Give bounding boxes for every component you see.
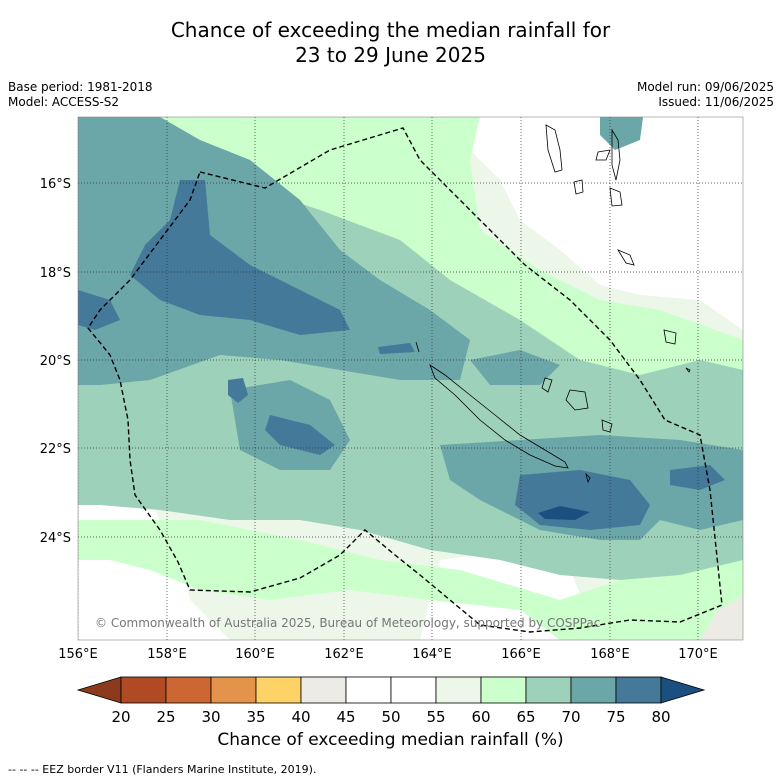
colorbar-segment bbox=[210, 676, 257, 704]
colorbar-tick-label: 55 bbox=[426, 708, 445, 726]
field-75-80-south bbox=[265, 415, 335, 455]
colorbar-segment bbox=[300, 676, 347, 704]
meta-left: Base period: 1981-2018 Model: ACCESS-S2 bbox=[8, 80, 153, 110]
colorbar-tick-label: 70 bbox=[561, 708, 580, 726]
colorbar-tick-label: 25 bbox=[156, 708, 175, 726]
lat-label: 24°S bbox=[40, 531, 71, 546]
title-line-1: Chance of exceeding the median rainfall … bbox=[170, 18, 611, 42]
coastlines bbox=[415, 124, 691, 484]
lon-label: 166°E bbox=[501, 647, 541, 662]
colorbar-tick-label: 20 bbox=[111, 708, 130, 726]
copyright-text: © Commonwealth of Australia 2025, Bureau… bbox=[95, 616, 600, 630]
colorbar-segment bbox=[345, 676, 392, 704]
colorbar-segment bbox=[165, 676, 212, 704]
colorbar-arrow-high bbox=[660, 676, 706, 704]
small-islands bbox=[415, 341, 691, 484]
model-run: Model run: 09/06/2025 bbox=[636, 80, 774, 94]
map-plot: © Commonwealth of Australia 2025, Bureau… bbox=[78, 117, 743, 640]
colorbar-segment bbox=[390, 676, 437, 704]
colorbar-tick-label: 75 bbox=[606, 708, 625, 726]
meta-right: Model run: 09/06/2025 Issued: 11/06/2025 bbox=[637, 80, 774, 110]
field-70-75-mid bbox=[470, 350, 560, 385]
vanuatu-coast bbox=[545, 124, 677, 345]
colorbar-segment bbox=[120, 676, 167, 704]
field-75-80-far-east bbox=[670, 465, 725, 490]
colorbar-segment bbox=[480, 676, 527, 704]
colorbar-segment bbox=[255, 676, 302, 704]
colorbar-tick-label: 65 bbox=[516, 708, 535, 726]
lon-label: 160°E bbox=[235, 647, 275, 662]
loyalty-islands-coast bbox=[541, 377, 613, 433]
lon-label: 168°E bbox=[590, 647, 630, 662]
lon-label: 164°E bbox=[412, 647, 452, 662]
lon-label: 162°E bbox=[324, 647, 364, 662]
field-white-east bbox=[470, 117, 743, 330]
graticule bbox=[78, 117, 743, 640]
issued-date: Issued: 11/06/2025 bbox=[658, 95, 774, 109]
colorbar bbox=[76, 676, 706, 704]
field-75-80 bbox=[130, 180, 350, 335]
colorbar-tick-label: 30 bbox=[201, 708, 220, 726]
field-40-45 bbox=[700, 596, 743, 640]
lat-label: 22°S bbox=[40, 442, 71, 457]
lon-label: 158°E bbox=[147, 647, 187, 662]
lon-labels: 156°E 158°E 160°E 162°E 164°E 166°E 168°… bbox=[58, 647, 718, 662]
colorbar-arrow-low bbox=[76, 676, 122, 704]
lat-label: 16°S bbox=[40, 177, 71, 192]
field-70-75-ne bbox=[600, 117, 643, 150]
lat-label: 18°S bbox=[40, 266, 71, 281]
map-title: Chance of exceeding the median rainfall … bbox=[0, 18, 781, 68]
eez-footnote: -- -- -- EEZ border V11 (Flanders Marine… bbox=[8, 763, 317, 776]
colorbar-tick-label: 60 bbox=[471, 708, 490, 726]
colorbar-segment bbox=[435, 676, 482, 704]
colorbar-tick-label: 45 bbox=[336, 708, 355, 726]
lon-label: 156°E bbox=[58, 647, 98, 662]
map-frame bbox=[77, 116, 744, 641]
eez-border bbox=[87, 127, 723, 633]
lon-label: 170°E bbox=[678, 647, 718, 662]
field-green-south bbox=[78, 520, 743, 640]
new-caledonia-coast bbox=[429, 363, 569, 469]
colorbar-segment bbox=[570, 676, 617, 704]
base-period: Base period: 1981-2018 bbox=[8, 80, 153, 94]
lat-labels: 16°S 18°S 20°S 22°S 24°S bbox=[40, 177, 71, 546]
model-name: Model: ACCESS-S2 bbox=[8, 95, 120, 109]
field-80-plus bbox=[538, 506, 590, 520]
lat-label: 20°S bbox=[40, 354, 71, 369]
colorbar-label: Chance of exceeding median rainfall (%) bbox=[217, 730, 564, 750]
field-70-75 bbox=[78, 117, 470, 385]
colorbar-tick-label: 35 bbox=[246, 708, 265, 726]
field-75-80-strip bbox=[378, 343, 415, 354]
colorbar-ticks: 20 25 30 35 40 45 50 55 60 65 70 75 80 bbox=[111, 708, 670, 726]
colorbar-segment bbox=[615, 676, 662, 704]
colorbar-tick-label: 40 bbox=[291, 708, 310, 726]
colorbar-segment bbox=[525, 676, 572, 704]
title-line-2: 23 to 29 June 2025 bbox=[295, 43, 486, 67]
colorbar-tick-label: 80 bbox=[651, 708, 670, 726]
colorbar-tick-label: 50 bbox=[381, 708, 400, 726]
field-75-80-small bbox=[228, 378, 248, 403]
